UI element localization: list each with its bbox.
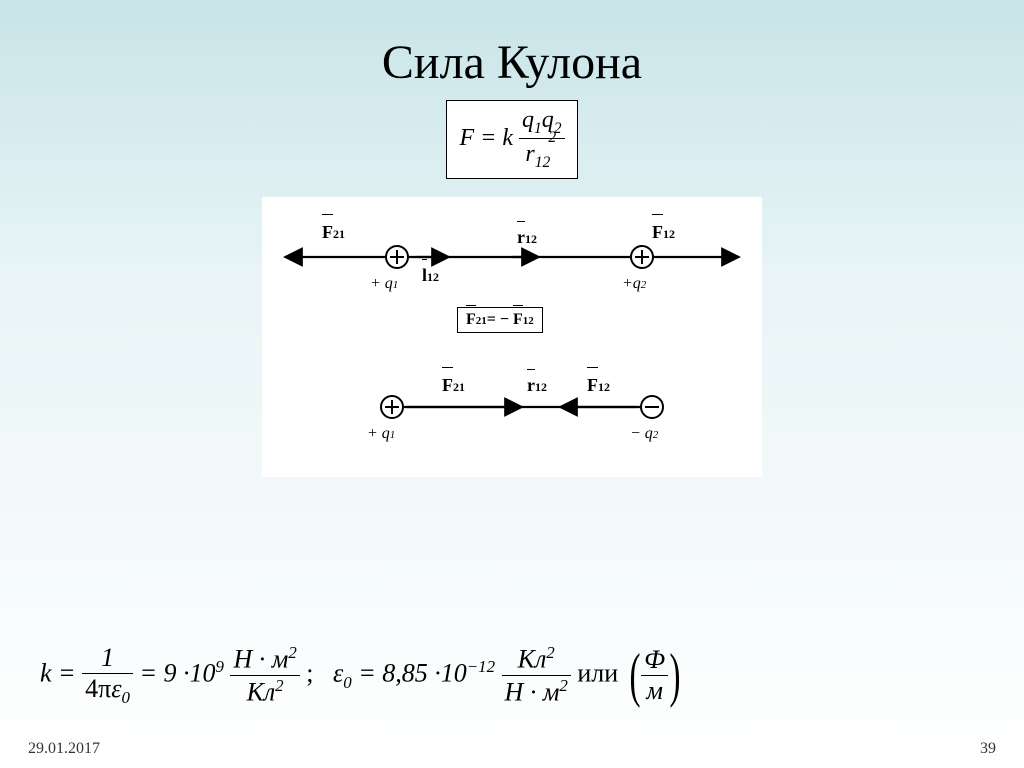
force-diagram: F21 F12 r12 l12 + q1 +q2 F21= − F12 F21 … bbox=[262, 197, 762, 477]
label-l12: l12 bbox=[422, 265, 439, 286]
force-diagram-wrap: F21 F12 r12 l12 + q1 +q2 F21= − F12 F21 … bbox=[0, 197, 1024, 482]
label-q2-top: +q2 bbox=[622, 275, 646, 293]
slide-footer: 29.01.2017 39 bbox=[28, 740, 996, 758]
label-F12-bot: F12 bbox=[587, 375, 610, 396]
formula-lhs: F bbox=[459, 125, 474, 151]
label-F21-bot: F21 bbox=[442, 375, 465, 396]
label-r12-bot: r12 bbox=[527, 375, 547, 396]
formula-denominator: r122 bbox=[519, 139, 565, 172]
coulomb-formula-box: F = k q1q2 r122 bbox=[446, 100, 577, 179]
label-q2-bot: − q2 bbox=[630, 425, 658, 443]
main-formula-wrap: F = k q1q2 r122 bbox=[0, 100, 1024, 179]
footer-page: 39 bbox=[980, 740, 996, 758]
label-F12-top: F12 bbox=[652, 222, 675, 243]
formula-k: k bbox=[502, 125, 513, 151]
formula-numerator: q1q2 bbox=[519, 107, 565, 139]
slide-title: Сила Кулона bbox=[0, 0, 1024, 90]
label-F21-top: F21 bbox=[322, 222, 345, 243]
label-q1-top: + q1 bbox=[370, 275, 398, 293]
label-r12-top: r12 bbox=[517, 227, 537, 248]
newton-third-law-box: F21= − F12 bbox=[457, 307, 543, 333]
footer-date: 29.01.2017 bbox=[28, 740, 100, 758]
constants-line: k = 1 4πε0 = 9 ·109 Н · м2 Кл2 ; ε0 = 8,… bbox=[40, 643, 984, 708]
label-q1-bot: + q1 bbox=[367, 425, 395, 443]
